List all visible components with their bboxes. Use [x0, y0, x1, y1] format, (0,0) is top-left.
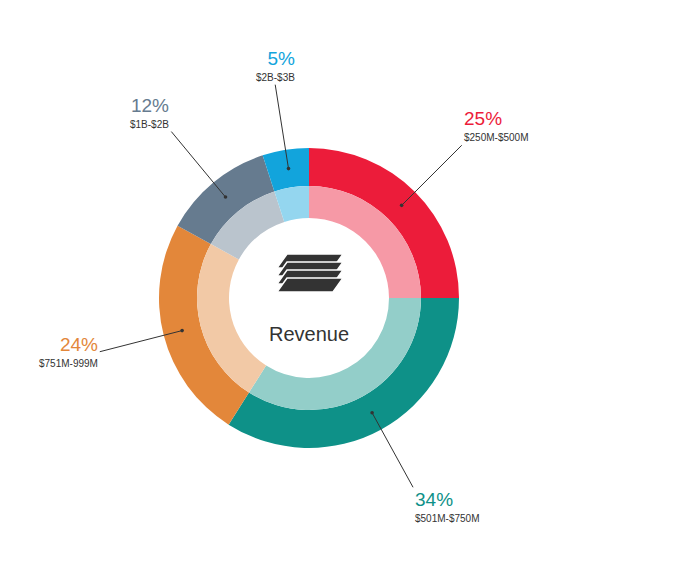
- svg-text:Revenue: Revenue: [269, 323, 349, 345]
- svg-text:34%$501M-$750M: 34%$501M-$750M: [415, 489, 479, 524]
- svg-text:12%$1B-$2B: 12%$1B-$2B: [130, 95, 169, 130]
- svg-text:25%$250M-$500M: 25%$250M-$500M: [464, 108, 528, 143]
- svg-text:5%$2B-$3B: 5%$2B-$3B: [256, 48, 295, 83]
- svg-text:24%$751M-999M: 24%$751M-999M: [39, 334, 98, 369]
